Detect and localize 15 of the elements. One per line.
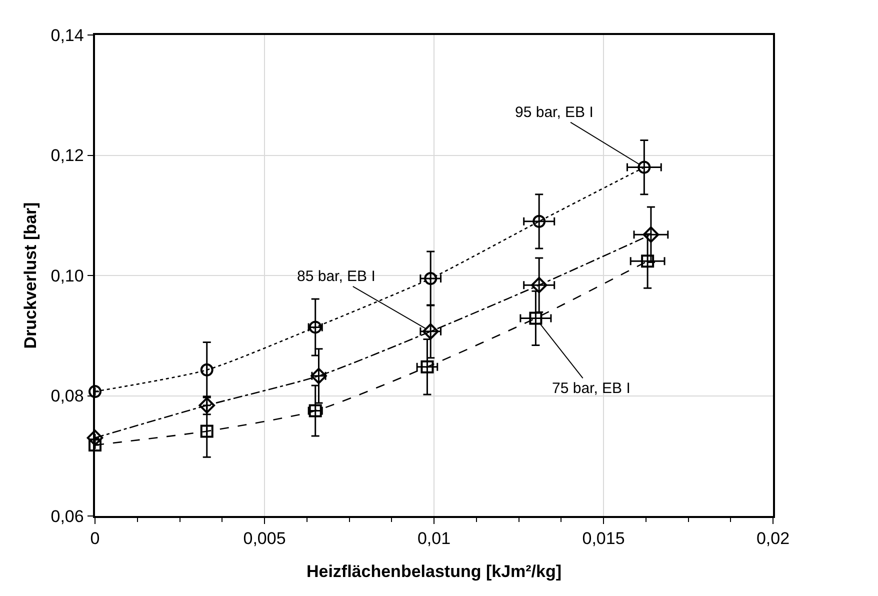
x-tick-label: 0,02 — [756, 529, 790, 548]
x-axis-title: Heizflächenbelastung [kJm²/kg] — [306, 562, 562, 582]
annotation: 85 bar, EB I — [297, 268, 376, 285]
y-axis-title: Druckverlust [bar] — [20, 202, 40, 349]
y-tick-label: 0,08 — [50, 386, 84, 406]
x-tick-label: 0,015 — [582, 529, 625, 548]
x-tick-label: 0,01 — [417, 529, 451, 548]
y-tick-label: 0,12 — [50, 146, 84, 166]
y-tick-label: 0,06 — [50, 506, 84, 526]
annotation: 75 bar, EB I — [552, 380, 630, 397]
x-tick-label: 0 — [90, 529, 100, 548]
x-tick-label: 0,005 — [243, 529, 286, 548]
y-tick-label: 0,14 — [50, 26, 84, 45]
y-tick-label: 0,10 — [50, 266, 84, 286]
annotation: 95 bar, EB I — [515, 104, 594, 121]
